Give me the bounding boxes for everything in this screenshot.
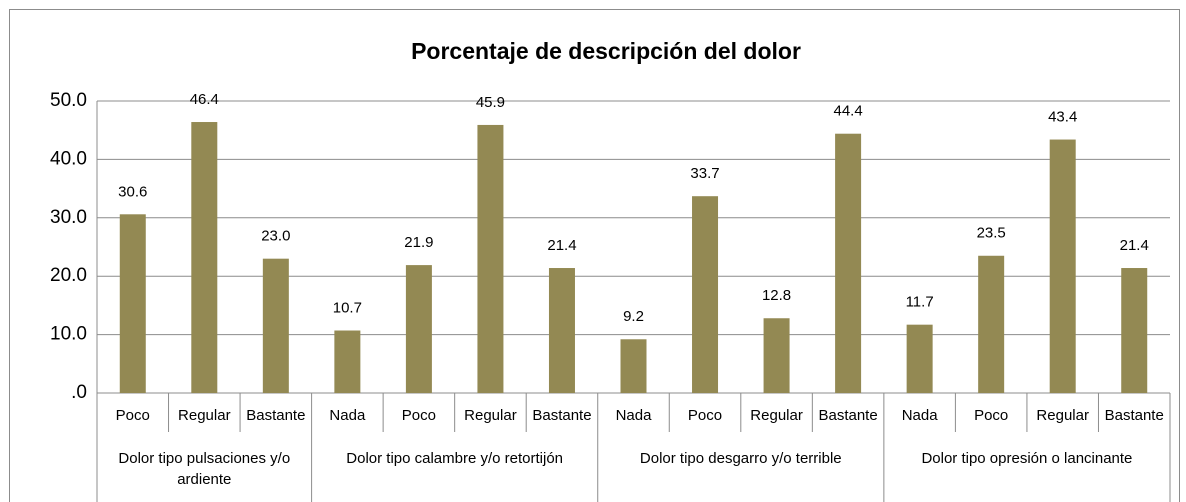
value-label: 46.4 [190, 91, 219, 108]
bar [620, 339, 647, 393]
x-tick-label: Poco [116, 407, 150, 424]
chart-title: Porcentaje de descripción del dolor [411, 38, 801, 64]
bar [1049, 139, 1076, 393]
x-tick-label: Bastante [818, 407, 877, 424]
value-label: 9.2 [623, 308, 644, 325]
chart-frame [9, 9, 1180, 502]
value-label: 33.7 [690, 165, 719, 182]
x-tick-label: Nada [902, 407, 939, 424]
bar [405, 265, 432, 393]
value-label: 21.4 [547, 237, 576, 254]
bar [262, 258, 289, 393]
bar [191, 122, 218, 394]
group-label-box: Dolor tipo calambre y/o retortijón [346, 450, 564, 467]
x-tick-label: Nada [329, 407, 366, 424]
value-label: 23.5 [977, 225, 1006, 242]
value-label: 10.7 [333, 299, 362, 316]
bar [763, 318, 790, 393]
group-label-box: Dolor tipo desgarro y/o terrible [639, 450, 842, 467]
y-tick-label: 20.0 [50, 265, 87, 286]
x-tick-label: Regular [178, 407, 231, 424]
value-label: 43.4 [1048, 109, 1077, 126]
bar [334, 330, 361, 393]
x-tick-label: Poco [688, 407, 722, 424]
bar [692, 196, 719, 393]
value-label: 21.4 [1120, 237, 1149, 254]
x-tick-label: Bastante [532, 407, 591, 424]
bar [978, 255, 1005, 393]
value-label: 23.0 [261, 228, 290, 245]
group-label: Dolor tipo calambre y/o retortijón [346, 450, 564, 467]
value-label: 12.8 [762, 287, 791, 304]
y-tick-label: 10.0 [50, 324, 87, 345]
x-tick-label: Bastante [246, 407, 305, 424]
x-tick-label: Regular [750, 407, 803, 424]
bar [548, 268, 575, 393]
y-tick-label: 50.0 [50, 90, 87, 111]
bar [1121, 268, 1148, 393]
value-label: 11.7 [906, 294, 934, 311]
bar [119, 214, 146, 393]
group-label: Dolor tipo opresión o lancinante [921, 450, 1133, 467]
x-tick-label: Bastante [1105, 407, 1164, 424]
bar [477, 124, 504, 393]
x-tick-label: Nada [616, 407, 653, 424]
value-label: 45.9 [476, 94, 505, 111]
group-label: Dolor tipo pulsaciones y/o ardiente [118, 450, 291, 488]
bar [906, 324, 933, 393]
y-tick-label: 40.0 [50, 148, 87, 169]
value-label: 30.6 [118, 183, 147, 200]
x-tick-label: Regular [464, 407, 517, 424]
x-tick-label: Regular [1036, 407, 1089, 424]
value-label: 44.4 [833, 103, 862, 120]
x-tick-label: Poco [402, 407, 436, 424]
group-label: Dolor tipo desgarro y/o terrible [639, 450, 842, 467]
y-tick-label: .0 [71, 382, 87, 403]
y-tick-label: 30.0 [50, 207, 87, 228]
group-label-box: Dolor tipo pulsaciones y/o ardiente [118, 450, 291, 488]
group-label-box: Dolor tipo opresión o lancinante [921, 450, 1133, 467]
value-label: 21.9 [404, 234, 433, 251]
bar [835, 133, 862, 394]
x-tick-label: Poco [974, 407, 1008, 424]
